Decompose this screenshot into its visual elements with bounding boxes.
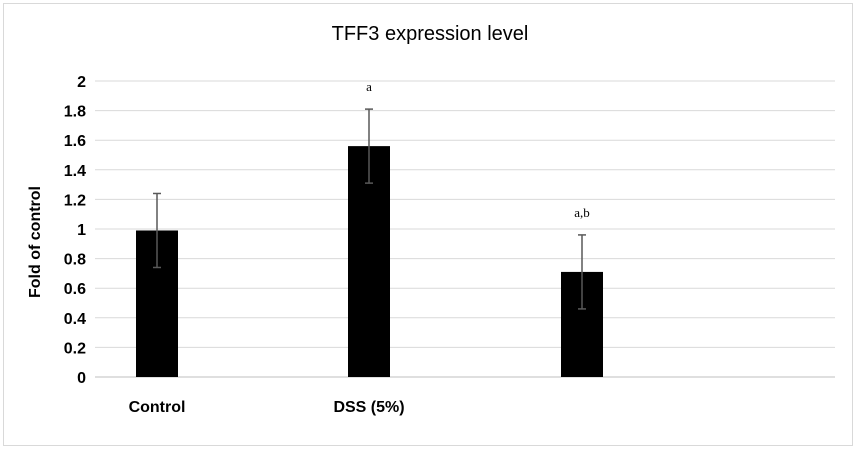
y-tick-label: 1.8	[64, 104, 86, 121]
y-tick-label: 1.6	[64, 133, 86, 150]
y-tick-label: 1	[77, 222, 86, 239]
gridlines	[95, 80, 835, 378]
x-tick-label: DSS (5%)	[333, 399, 404, 416]
annotations: a a,b	[366, 79, 590, 220]
x-axis-ticks: Control DSS (5%)	[129, 399, 405, 416]
significance-label: a,b	[574, 205, 590, 220]
y-tick-label: 0.4	[64, 311, 86, 328]
y-tick-label: 1.2	[64, 192, 86, 209]
bar	[348, 146, 390, 377]
y-tick-label: 0.8	[64, 252, 86, 269]
y-tick-label: 2	[77, 74, 86, 91]
chart-title: TFF3 expression level	[332, 23, 529, 45]
y-tick-label: 0	[77, 370, 86, 387]
y-tick-label: 0.6	[64, 281, 86, 298]
significance-label: a	[366, 79, 372, 94]
y-axis-label: Fold of control	[27, 186, 44, 298]
error-bar	[365, 108, 373, 184]
y-tick-label: 0.2	[64, 340, 86, 357]
y-axis-ticks: 0 0.2 0.4 0.6 0.8 1 1.2 1.4 1.6 1.8 2	[64, 74, 86, 387]
error-bar	[153, 192, 161, 269]
error-bars	[153, 108, 586, 310]
y-tick-label: 1.4	[64, 163, 86, 180]
x-tick-label: Control	[129, 399, 186, 416]
error-bar	[578, 234, 586, 310]
